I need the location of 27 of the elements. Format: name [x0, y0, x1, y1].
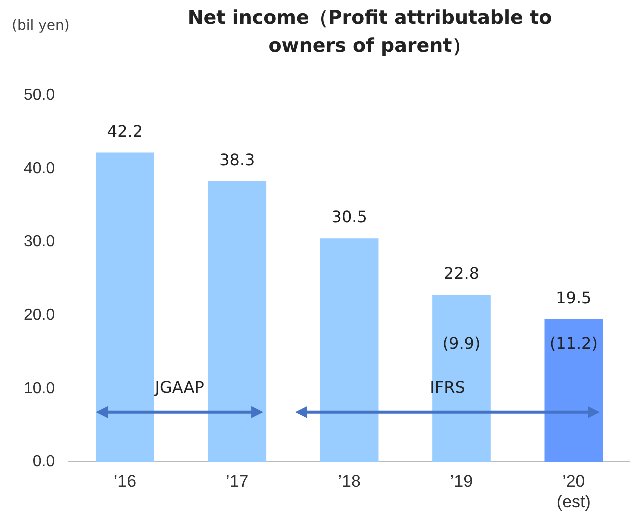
bar — [544, 319, 604, 462]
y-tick-label: 30.0 — [24, 234, 56, 251]
y-tick-label: 0.0 — [32, 454, 56, 471]
x-tick-label: ’16 — [114, 472, 137, 492]
data-label: 38.3 — [220, 150, 256, 170]
chart-title: Net income（Profit attributable to owners of parent） — [186, 6, 554, 59]
annotation: (9.9) — [442, 334, 481, 354]
y-tick-label: 20.0 — [24, 306, 56, 324]
y-tick-label: 10.0 — [24, 380, 56, 398]
bar — [432, 295, 491, 462]
annotation: (11.2) — [550, 334, 598, 354]
bar — [208, 181, 267, 462]
data-label: 30.5 — [332, 208, 368, 227]
x-tick-label: ’18 — [338, 472, 361, 492]
bar — [96, 152, 154, 462]
x-tick-label: ’17 — [226, 472, 249, 492]
annotation: IFRS — [430, 378, 466, 398]
x-tick-label: ’19 — [450, 472, 474, 492]
y-axis-title: (bil yen) — [12, 18, 70, 34]
annotation: JGAAP — [154, 378, 205, 398]
y-tick-label: 50.0 — [24, 87, 56, 104]
data-label: 22.8 — [444, 264, 480, 284]
data-label: 42.2 — [107, 122, 144, 141]
data-label: 19.5 — [556, 288, 592, 308]
x-tick-label: ’20 (est) — [556, 472, 591, 512]
bar — [320, 238, 379, 462]
y-tick-label: 40.0 — [24, 160, 56, 178]
